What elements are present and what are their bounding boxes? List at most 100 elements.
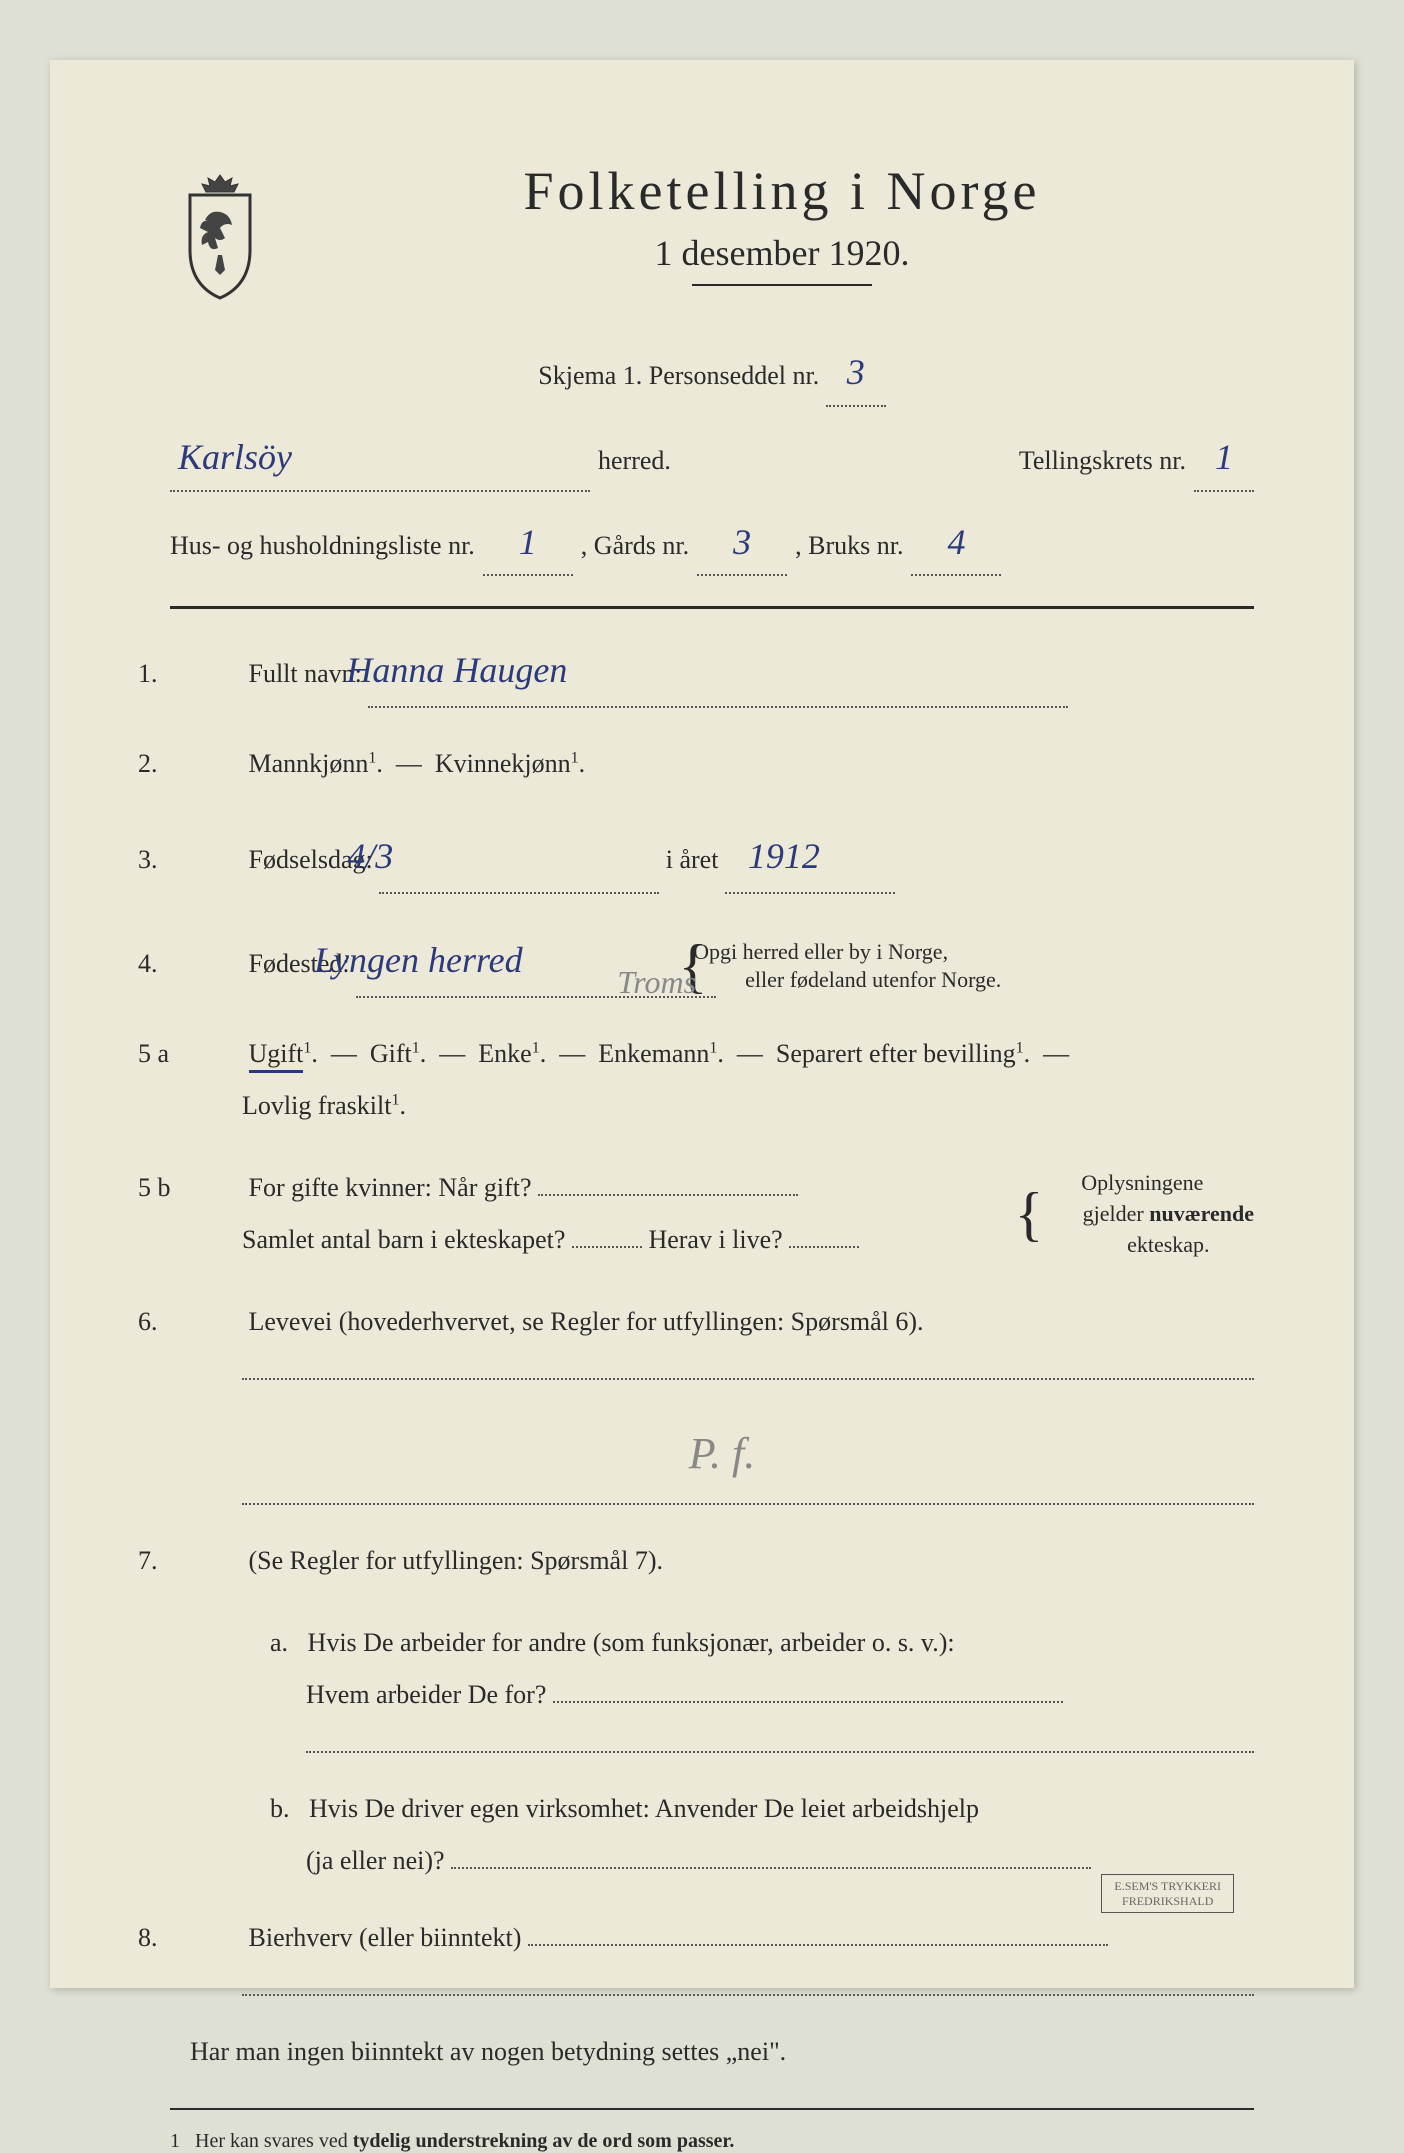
form-meta-block: Skjema 1. Personseddel nr. 3 Karlsöy her… — [170, 340, 1254, 576]
coat-of-arms-icon — [170, 170, 270, 300]
q8-blank2 — [242, 1994, 1254, 1996]
question-7: 7. (Se Regler for utfyllingen: Spørsmål … — [222, 1535, 1254, 1587]
q5a-gift: Gift — [370, 1039, 412, 1068]
q8-blank1 — [528, 1944, 1108, 1946]
q5a-enke: Enke — [478, 1039, 531, 1068]
q7a-blank — [553, 1701, 1063, 1703]
q7b-blank — [451, 1867, 1091, 1869]
q7-num: 7. — [190, 1535, 242, 1587]
q7a-line1: Hvis De arbeider for andre (som funksjon… — [308, 1628, 955, 1657]
q7b-line2: (ja eller nei)? — [270, 1846, 445, 1875]
q5b-label2: Samlet antal barn i ekteskapet? — [242, 1225, 565, 1254]
subtitle-date: 1 desember 1920. — [310, 232, 1254, 274]
q4-note2: eller fødeland utenfor Norge. — [745, 967, 1001, 992]
crest-svg — [170, 170, 270, 300]
q5a-sup5: 1 — [1016, 1040, 1024, 1057]
q5a-enkemann: Enkemann — [598, 1039, 709, 1068]
q2-num: 2. — [190, 738, 242, 790]
q5a-num: 5 a — [190, 1028, 242, 1080]
q5b-blank3 — [789, 1246, 859, 1248]
gards-nr: 3 — [733, 522, 751, 562]
footnote: 1 Her kan svares ved tydelig understrekn… — [170, 2130, 1254, 2153]
question-4: 4. Fødested: Lyngen herred Troms { Opgi … — [222, 924, 1254, 998]
q2-sup1: 1 — [368, 750, 376, 767]
main-title: Folketelling i Norge — [310, 160, 1254, 222]
question-7b: b. Hvis De driver egen virksomhet: Anven… — [170, 1783, 1254, 1887]
q6-value: P. f. — [689, 1429, 755, 1478]
q5a-sup2: 1 — [412, 1040, 420, 1057]
q3-num: 3. — [190, 834, 242, 886]
q5b-num: 5 b — [190, 1162, 242, 1214]
q5b-note3: ekteskap. — [1127, 1232, 1209, 1257]
question-8: 8. Bierhverv (eller biinntekt) Har man i… — [222, 1912, 1254, 2078]
question-2: 2. Mannkjønn1. — Kvinnekjønn1. — [222, 738, 1254, 790]
q1-value: Hanna Haugen — [346, 650, 567, 690]
schema-line: Skjema 1. Personseddel nr. 3 — [170, 340, 1254, 407]
q8-label: Bierhverv (eller biinntekt) — [249, 1923, 522, 1952]
q5a-sup3: 1 — [532, 1040, 540, 1057]
question-5a: 5 a Ugift1. — Gift1. — Enke1. — Enkemann… — [222, 1028, 1254, 1132]
question-3: 3. Fødselsdag: 4/3 i året 1912 — [222, 820, 1254, 894]
hus-nr: 1 — [519, 522, 537, 562]
q8-note: Har man ingen biinntekt av nogen betydni… — [242, 2026, 1254, 2078]
q6-num: 6. — [190, 1296, 242, 1348]
q4-num: 4. — [190, 938, 242, 990]
herred-value: Karlsöy — [178, 437, 292, 477]
divider-top — [170, 606, 1254, 609]
herred-line: Karlsöy herred. Tellingskrets nr. 1 — [170, 425, 1254, 492]
schema-label: Skjema 1. Personseddel nr. — [538, 361, 819, 390]
stamp-line1: E.SEM'S TRYKKERI — [1114, 1879, 1221, 1893]
q5b-note2: gjelder — [1083, 1201, 1150, 1226]
tellingskrets-label: Tellingskrets nr. — [1019, 438, 1186, 485]
stamp-line2: FREDRIKSHALD — [1122, 1894, 1213, 1908]
q2-kvinne: Kvinnekjønn — [435, 749, 571, 778]
question-6: 6. Levevei (hovederhvervet, se Regler fo… — [222, 1296, 1254, 1505]
q5b-note1: Oplysningene — [1081, 1170, 1203, 1195]
q7b-num: b. — [270, 1794, 290, 1823]
q4-value2: Troms — [669, 950, 696, 1014]
title-underline — [692, 284, 872, 286]
q1-num: 1. — [190, 648, 242, 700]
hus-line: Hus- og husholdningsliste nr. 1 , Gårds … — [170, 510, 1254, 577]
question-5b: 5 b For gifte kvinner: Når gift? Samlet … — [222, 1162, 1254, 1266]
census-form-document: Folketelling i Norge 1 desember 1920. Sk… — [50, 60, 1354, 1988]
q4-value: Lyngen herred — [314, 940, 523, 980]
footnote-num: 1 — [170, 2130, 180, 2152]
hus-label: Hus- og husholdningsliste nr. — [170, 523, 475, 570]
q3-year: 1912 — [748, 836, 820, 876]
divider-bottom — [170, 2108, 1254, 2110]
q5b-blank2 — [572, 1246, 642, 1248]
q8-num: 8. — [190, 1912, 242, 1964]
printer-stamp: E.SEM'S TRYKKERI FREDRIKSHALD — [1101, 1874, 1234, 1913]
q1-label: Fullt navn: — [249, 659, 362, 688]
q5a-sup1: 1 — [303, 1040, 311, 1057]
q6-line2 — [242, 1503, 1254, 1505]
q7b-line1: Hvis De driver egen virksomhet: Anvender… — [309, 1794, 979, 1823]
question-1: 1. Fullt navn: Hanna Haugen — [222, 634, 1254, 708]
q4-note: Opgi herred eller by i Norge, eller føde… — [745, 938, 1001, 995]
gards-label: , Gårds nr. — [581, 523, 689, 570]
q4-note1: Opgi herred eller by i Norge, — [693, 939, 948, 964]
herred-label: herred. — [598, 438, 671, 485]
q5a-ugift: Ugift — [249, 1039, 304, 1073]
q5b-label1: For gifte kvinner: Når gift? — [249, 1173, 532, 1202]
document-header: Folketelling i Norge 1 desember 1920. — [170, 160, 1254, 300]
q7-label: (Se Regler for utfyllingen: Spørsmål 7). — [249, 1546, 663, 1575]
title-block: Folketelling i Norge 1 desember 1920. — [310, 160, 1254, 286]
footnote-a: Her kan svares ved — [195, 2130, 353, 2152]
q2-mann: Mannkjønn — [249, 749, 369, 778]
q5b-label3: Herav i live? — [648, 1225, 782, 1254]
q5b-note2b: nuværende — [1149, 1201, 1254, 1226]
bruks-nr: 4 — [947, 522, 965, 562]
q6-label: Levevei (hovederhvervet, se Regler for u… — [249, 1307, 924, 1336]
schema-nr-value: 3 — [847, 352, 865, 392]
q5b-note: Oplysningene gjelder nuværende ekteskap. — [1083, 1168, 1254, 1260]
q2-sup2: 1 — [571, 750, 579, 767]
bruks-label: , Bruks nr. — [795, 523, 903, 570]
question-7a: a. Hvis De arbeider for andre (som funks… — [170, 1617, 1254, 1753]
q5a-sup6: 1 — [391, 1092, 399, 1109]
q7a-num: a. — [270, 1628, 288, 1657]
q3-year-label: i året — [666, 845, 719, 874]
q5a-separert: Separert efter bevilling — [776, 1039, 1016, 1068]
q3-day: 4/3 — [347, 836, 393, 876]
